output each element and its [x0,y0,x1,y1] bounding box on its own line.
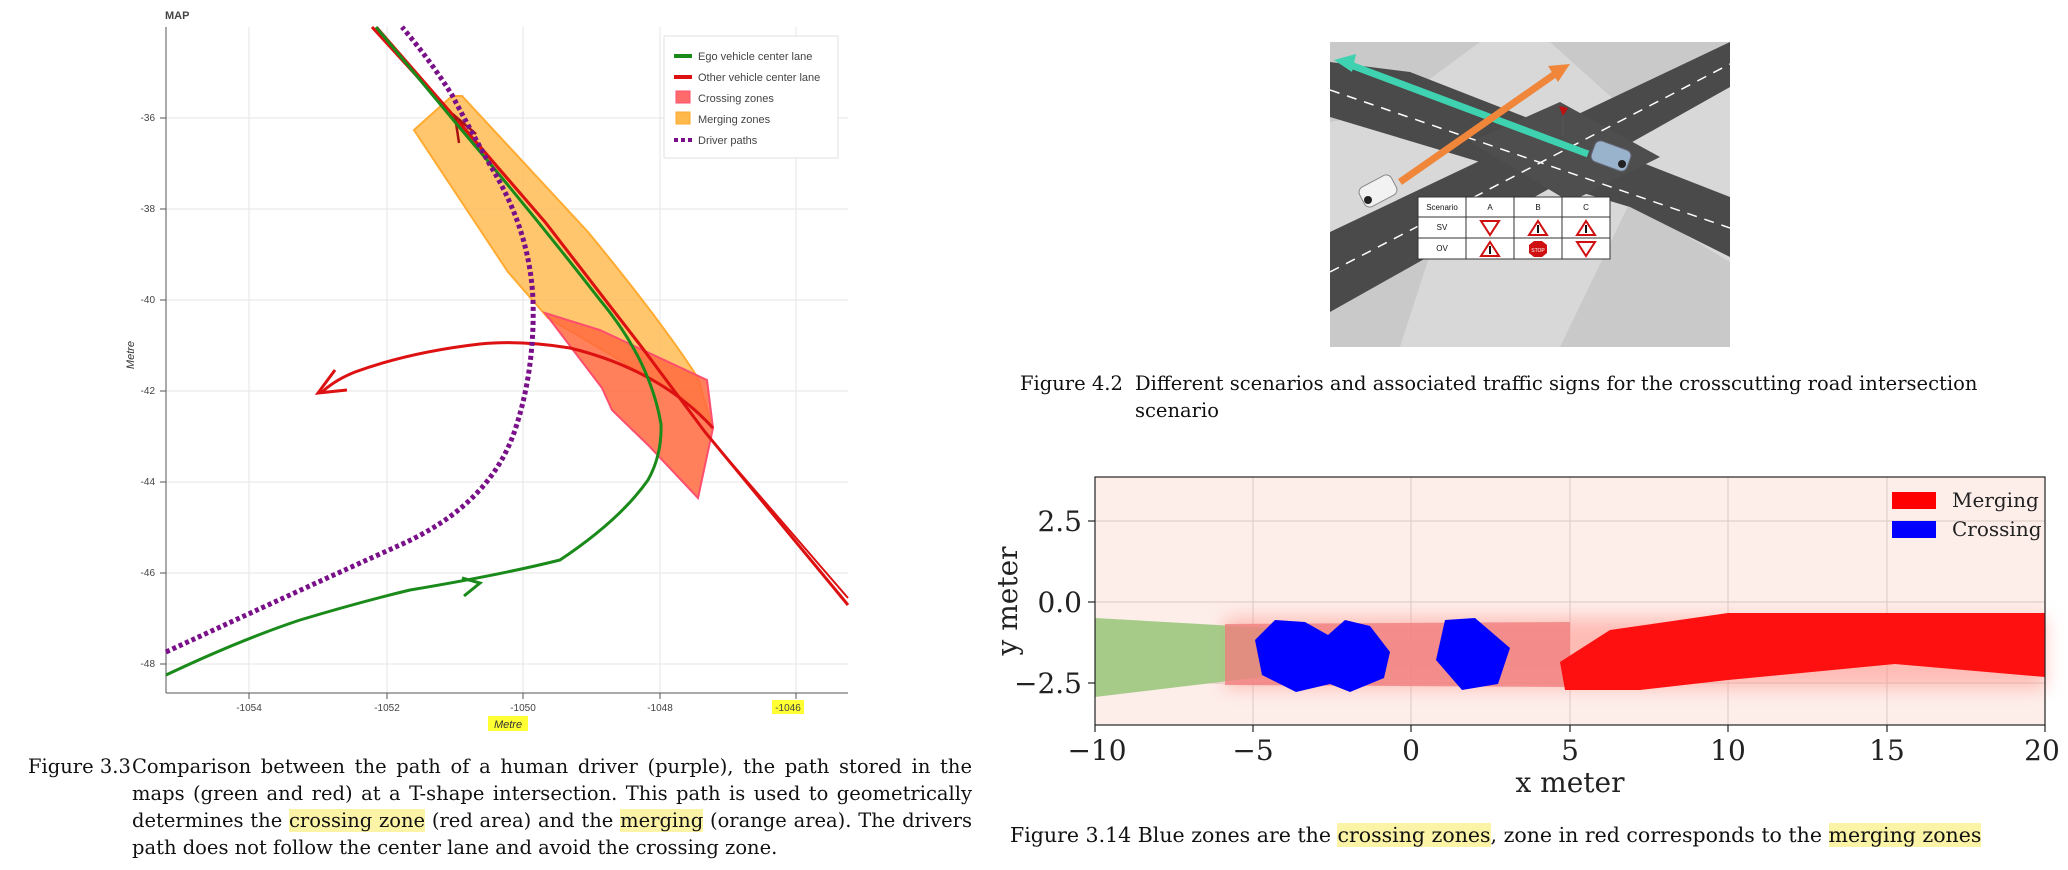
caption-number: Figure 4.2 [1020,372,1123,395]
map-ytick: -40 [141,295,156,306]
ego-vehicle-lane [165,26,663,677]
zones-xlabel: x meter [1515,766,1625,799]
caption-text: (orange area). The drivers path does not… [132,809,973,859]
map-xtick: -1048 [647,703,673,714]
legend-crossing: Crossing [1952,517,2042,541]
zones-legend: Merging Crossing [1892,488,2042,541]
legend-merging: Merging [1952,488,2039,512]
green-arrowhead [461,576,484,598]
table-header: B [1535,203,1540,212]
orange-path-arrow [1397,71,1558,185]
table-header: Scenario [1426,203,1458,212]
legend-ego-lane: Ego vehicle center lane [698,51,812,63]
zones-xtick: −5 [1232,734,1273,767]
legend-other-lane: Other vehicle center lane [698,72,820,84]
zones-xtick: 15 [1869,734,1905,767]
map-ytick: -42 [141,386,156,397]
scenario-table: Scenario A B C SV OV STOP [1417,196,1611,260]
table-header: C [1583,203,1589,212]
crossing-zone [1436,618,1510,690]
legend-driver-paths: Driver paths [698,135,758,147]
zones-ylabel: y meter [991,546,1024,657]
zones-ytick: 0.0 [1037,586,1082,619]
zones-xtick: 0 [1402,734,1420,767]
zones-xtick: 5 [1561,734,1579,767]
red-arrowhead [314,369,348,395]
caption-text: Different scenarios and associated traff… [1135,372,1978,422]
legend-crossing-zones: Crossing zones [698,93,774,105]
map-ytick: -38 [141,204,156,215]
map-ylabel: Metre [125,341,137,369]
caption-text: , zone in red corresponds to the [1490,823,1829,847]
white-car [1358,174,1398,208]
caption-number: Figure 3.14 [1010,823,1132,847]
zones-xtick: −10 [1067,734,1126,767]
zones-ytick: 2.5 [1037,505,1082,538]
highlight-merging-zones: merging zones [1828,823,1982,847]
map-ytick: -36 [141,113,156,124]
map-panel-title: MAP [165,10,189,22]
blue-car [1590,140,1632,172]
map-xlabel: Metre [494,719,522,731]
caption-text: Blue zones are the [1137,823,1338,847]
table-row-label: OV [1436,244,1448,253]
map-xtick: -1052 [374,703,400,714]
yield-sign-icon [1479,220,1501,237]
map-xtick: -1054 [236,703,262,714]
map-xtick: -1046 [775,703,801,714]
table-row-label: SV [1437,223,1448,232]
caption-text: Comparison between the path of a human d… [132,755,972,832]
teal-path-arrow [1346,60,1590,158]
figure-4-2-caption: Figure 4.2 Different scenarios and assoc… [1020,370,2040,430]
map-legend: Ego vehicle center lane Other vehicle ce… [663,35,839,159]
map-grid [166,27,848,693]
figure-3-3-map-chart: MAP -36 -38 -40 -42 -44 -46 -48 [125,10,850,731]
map-ytick: -44 [141,477,156,488]
crossing-zone [542,311,715,501]
highlight-merging: merging [620,809,704,832]
highlight-crossing-zones: crossing zones [1337,823,1491,847]
zones-xtick: 10 [1710,734,1746,767]
highlight-crossing-zone: crossing zone [288,809,426,832]
caption-number: Figure 3.3 [28,755,131,778]
map-ytick: -46 [141,568,156,579]
map-xtick: -1050 [510,703,536,714]
caption-text: (red area) and the [425,809,621,832]
stop-sign-icon [1529,241,1547,257]
other-vehicle-turn-lane [320,341,715,430]
figure-3-3-caption: Figure 3.3 Comparison between the path o… [28,753,972,863]
merging-zone [1560,613,2045,690]
legend-merging-zones: Merging zones [698,114,771,126]
map-ytick: -48 [141,659,156,670]
figure-3-14-caption: Figure 3.14 Blue zones are the crossing … [1010,822,2060,856]
yield-sign-icon [1575,241,1597,258]
stop-sign-label: STOP [1531,248,1545,254]
driver-path [164,25,536,655]
table-header: A [1487,203,1493,212]
crossing-zone [1255,620,1390,692]
zones-xtick: 20 [2024,734,2060,767]
figure-3-14-zones-chart: −10 −5 0 5 10 15 20 2.5 0.0 −2.5 x meter… [991,476,2060,799]
zones-ytick: −2.5 [1014,667,1082,700]
figure-4-2-intersection-illustration: Scenario A B C SV OV STOP [1330,42,1730,347]
